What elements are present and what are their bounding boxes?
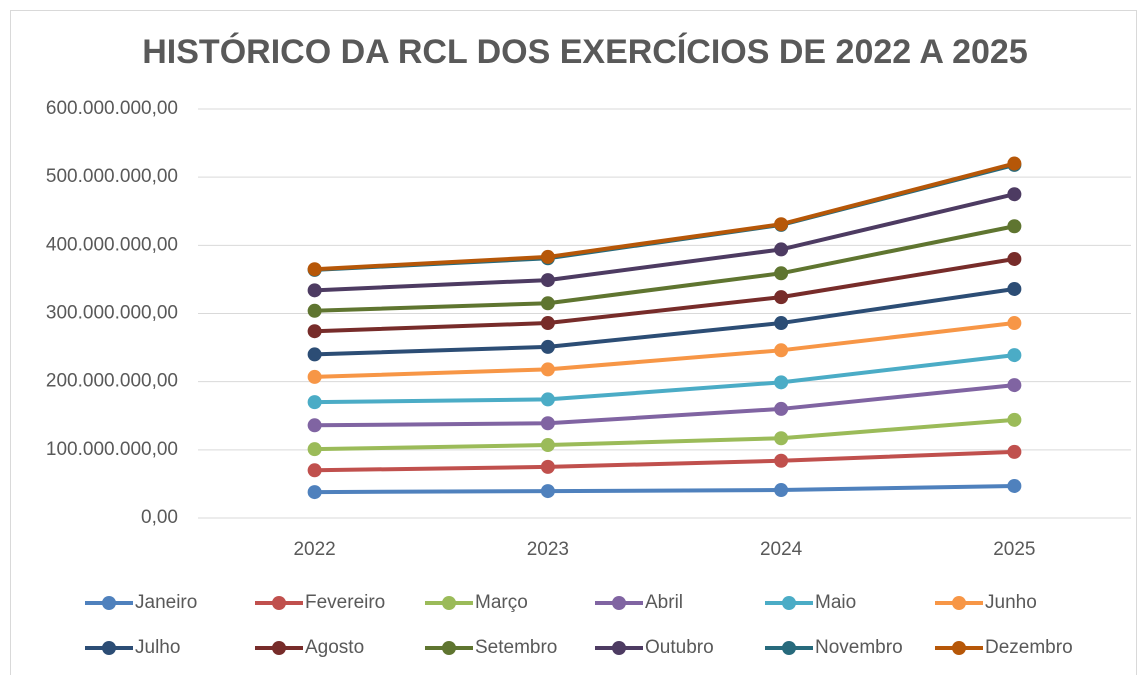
data-point [1007, 187, 1022, 202]
data-point [1007, 219, 1022, 234]
legend-label: Maio [815, 592, 856, 613]
y-tick-label: 200.000.000,00 [46, 371, 178, 392]
series-line [314, 256, 1015, 334]
series-line [314, 286, 1015, 357]
data-point [307, 262, 322, 277]
data-point [307, 283, 322, 298]
legend-marker [272, 641, 286, 655]
legend-marker [612, 596, 626, 610]
data-point [307, 463, 322, 478]
data-point [540, 362, 555, 377]
series-line [314, 321, 1015, 379]
y-tick-label: 300.000.000,00 [46, 303, 178, 324]
legend-label: Julho [135, 637, 180, 658]
legend-label: Janeiro [135, 592, 197, 613]
legend-marker [442, 596, 456, 610]
data-point [307, 369, 322, 384]
data-point [1007, 251, 1022, 266]
series-line [314, 224, 1015, 313]
y-tick-label: 600.000.000,00 [46, 98, 178, 119]
data-point [307, 395, 322, 410]
data-point [774, 242, 789, 257]
legend-label: Setembro [475, 637, 557, 658]
data-point [774, 375, 789, 390]
data-point [1007, 316, 1022, 331]
data-point [774, 316, 789, 331]
data-point [540, 249, 555, 264]
data-point [540, 392, 555, 407]
legend-label: Novembro [815, 637, 903, 658]
data-point [774, 266, 789, 281]
series-line [314, 353, 1015, 405]
legend-label: Agosto [305, 637, 364, 658]
data-point [774, 217, 789, 232]
data-point [1007, 412, 1022, 427]
y-tick-label: 400.000.000,00 [46, 234, 178, 255]
legend-label: Dezembro [985, 637, 1073, 658]
x-tick-label: 2023 [527, 539, 569, 560]
data-point [540, 438, 555, 453]
data-point [1007, 444, 1022, 459]
chart-frame [10, 10, 1137, 675]
data-point [774, 431, 789, 446]
data-point [1007, 281, 1022, 296]
data-point [1007, 378, 1022, 393]
x-tick-label: 2022 [293, 539, 335, 560]
legend-marker [782, 596, 796, 610]
data-point [1007, 156, 1022, 171]
legend-label: Abril [645, 592, 683, 613]
y-tick-label: 100.000.000,00 [46, 439, 178, 460]
data-point [540, 296, 555, 311]
legend-marker [442, 641, 456, 655]
data-point [774, 453, 789, 468]
legend-marker [612, 641, 626, 655]
data-point [540, 316, 555, 331]
data-point [540, 273, 555, 288]
data-point [307, 347, 322, 362]
legend-marker [102, 596, 116, 610]
data-point [307, 418, 322, 433]
series-line [314, 161, 1015, 272]
x-tick-label: 2025 [993, 539, 1035, 560]
series-line [314, 383, 1015, 428]
data-point [540, 416, 555, 431]
series-line [314, 417, 1015, 452]
legend-marker [102, 641, 116, 655]
series-line [314, 192, 1015, 293]
data-point [307, 324, 322, 339]
legend-marker [272, 596, 286, 610]
series-line [314, 449, 1015, 473]
data-point [307, 442, 322, 457]
legend-label: Junho [985, 592, 1037, 613]
data-point [1007, 478, 1022, 493]
data-point [774, 290, 789, 305]
data-point [774, 483, 789, 498]
data-point [307, 303, 322, 318]
data-point [540, 484, 555, 499]
data-point [540, 339, 555, 354]
data-point [774, 343, 789, 358]
x-tick-label: 2024 [760, 539, 803, 560]
y-tick-label: 0,00 [141, 507, 178, 528]
data-point [540, 459, 555, 474]
data-point [1007, 348, 1022, 363]
y-tick-label: 500.000.000,00 [46, 166, 178, 187]
data-point [307, 485, 322, 500]
legend-marker [952, 596, 966, 610]
series-line [314, 483, 1015, 495]
legend-marker [952, 641, 966, 655]
legend-label: Fevereiro [305, 592, 385, 613]
legend-label: Março [475, 592, 528, 613]
data-point [774, 401, 789, 416]
legend-marker [782, 641, 796, 655]
legend-label: Outubro [645, 637, 714, 658]
chart-title: HISTÓRICO DA RCL DOS EXERCÍCIOS DE 2022 … [142, 33, 1028, 71]
